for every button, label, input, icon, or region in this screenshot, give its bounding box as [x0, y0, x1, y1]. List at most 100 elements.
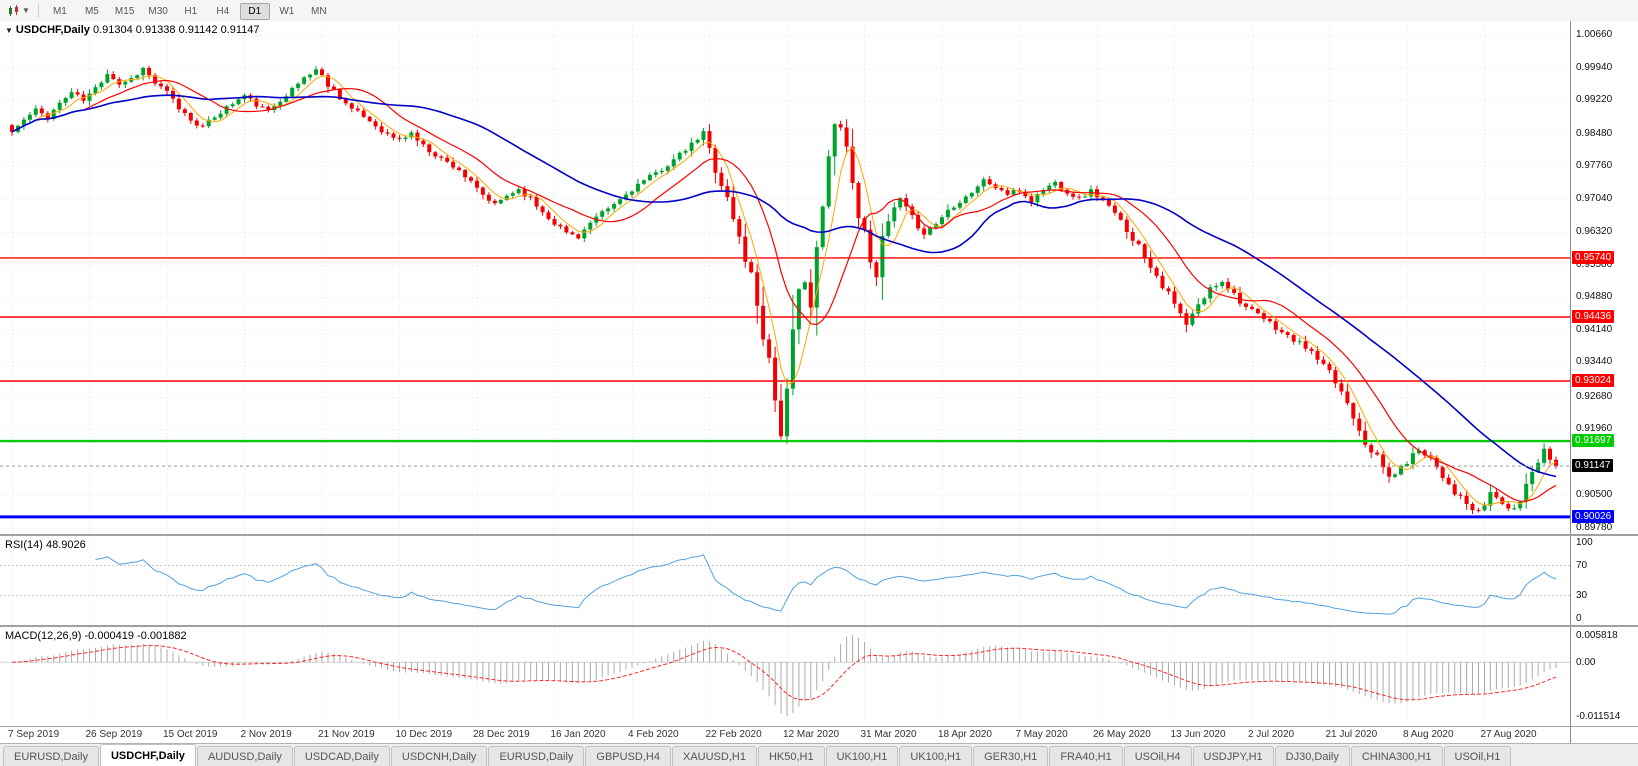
- price-axis-label: 0.97040: [1576, 193, 1613, 205]
- price-axis-label: 0.93440: [1576, 356, 1613, 368]
- date-axis-label: 4 Feb 2020: [627, 729, 679, 740]
- macd-title: MACD(12,26,9) -0.000419 -0.001882: [5, 630, 187, 642]
- chart-tab-fra40-h1[interactable]: FRA40,H1: [1049, 746, 1123, 766]
- chart-tab-xauusd-h1[interactable]: XAUUSD,H1: [671, 746, 757, 766]
- dropdown-caret-icon: ▼: [22, 6, 30, 15]
- price-axis-label: 0.98480: [1576, 127, 1613, 139]
- macd-axis[interactable]: 0.005818 0.00 -0.011514: [1570, 627, 1638, 726]
- price-level-badge: 0.94436: [1572, 310, 1615, 324]
- macd-panel[interactable]: MACD(12,26,9) -0.000419 -0.001882: [0, 627, 1570, 726]
- date-axis-label: 21 Jul 2020: [1325, 729, 1378, 740]
- timeframe-button-w1[interactable]: W1: [279, 6, 295, 17]
- date-axis-label: 10 Dec 2019: [395, 729, 453, 740]
- chart-tab-eurusd-daily[interactable]: EURUSD,Daily: [3, 746, 99, 766]
- chart-tab-audusd-daily[interactable]: AUDUSD,Daily: [196, 746, 293, 766]
- timeframe-button-mn[interactable]: MN: [311, 6, 327, 17]
- date-axis-label: 15 Oct 2019: [162, 729, 218, 740]
- price-axis-label: 0.96320: [1576, 225, 1613, 237]
- price-axis-label: 0.99220: [1576, 94, 1613, 106]
- date-axis-label: 27 Aug 2020: [1480, 729, 1537, 740]
- date-axis-label: 26 Sep 2019: [85, 729, 143, 740]
- date-axis-label: 2 Jul 2020: [1247, 729, 1295, 740]
- date-axis-label: 8 Aug 2020: [1402, 729, 1454, 740]
- macd-axis-label: 0.00: [1576, 657, 1596, 669]
- chart-tab-usoil-h4[interactable]: USOil,H4: [1123, 746, 1192, 766]
- price-level-badge: 0.93024: [1572, 374, 1615, 387]
- rsi-axis[interactable]: 100 70 30 0: [1570, 536, 1638, 625]
- price-axis-label: 1.00660: [1576, 29, 1613, 40]
- timeframe-button-h1[interactable]: H1: [184, 6, 198, 17]
- chart-tab-eurusd-daily[interactable]: EURUSD,Daily: [488, 746, 585, 766]
- chart-tab-usdcad-daily[interactable]: USDCAD,Daily: [293, 746, 390, 766]
- timeframe-button-d1[interactable]: D1: [239, 3, 270, 20]
- rsi-panel[interactable]: RSI(14) 48.9026: [0, 536, 1570, 625]
- rsi-axis-label: 30: [1576, 590, 1588, 602]
- price-level-badge: 0.91697: [1572, 434, 1615, 448]
- chart-tab-usoil-h1[interactable]: USOil,H1: [1443, 746, 1512, 766]
- price-chart-canvas[interactable]: [0, 21, 1570, 534]
- date-axis-label: 18 Apr 2020: [937, 729, 992, 740]
- chart-tab-ger30-h1[interactable]: GER30,H1: [973, 746, 1049, 766]
- panel-separator[interactable]: [0, 625, 1638, 627]
- price-level-badge: 0.95740: [1572, 250, 1615, 264]
- rsi-axis-label: 0: [1576, 613, 1582, 624]
- chart-tab-gbpusd-h4[interactable]: GBPUSD,H4: [585, 746, 671, 766]
- chart-tab-dj30-daily[interactable]: DJ30,Daily: [1274, 746, 1350, 766]
- timeframe-toolbar: ▼ M1 M5 M15 M30 H1 H4 D1 W1 MN: [0, 0, 1638, 22]
- rsi-title: RSI(14) 48.9026: [5, 539, 86, 551]
- date-axis-label: 7 May 2020: [1015, 729, 1068, 740]
- price-axis-label: 0.97760: [1576, 160, 1613, 172]
- price-chart-panel[interactable]: ▼ USDCHF,Daily 0.91304 0.91338 0.91142 0.…: [0, 21, 1570, 534]
- price-axis-label: 0.94880: [1576, 290, 1613, 302]
- rsi-axis-label: 100: [1576, 537, 1593, 548]
- price-axis-label: 0.91960: [1576, 423, 1613, 435]
- rsi-axis-label: 70: [1576, 559, 1588, 571]
- date-axis-label: 22 Feb 2020: [705, 729, 762, 740]
- chart-tab-usdcnh-daily[interactable]: USDCNH,Daily: [390, 746, 488, 766]
- chart-tab-usdchf-daily[interactable]: USDCHF,Daily: [99, 744, 196, 766]
- chart-tab-uk100-h1[interactable]: UK100,H1: [899, 746, 973, 766]
- price-axis-label: 0.90500: [1576, 489, 1613, 501]
- candlestick-chart-icon: [9, 4, 18, 16]
- macd-label: MACD(12,26,9): [5, 630, 82, 642]
- symbol-collapse-icon[interactable]: ▼: [5, 26, 13, 35]
- ohlc-values: 0.91304 0.91338 0.91142 0.91147: [92, 24, 260, 36]
- date-axis-label: 16 Jan 2020: [550, 729, 606, 740]
- timeframe-button-m1[interactable]: M1: [52, 6, 67, 17]
- macd-axis-label: 0.005818: [1576, 630, 1618, 641]
- chart-title: ▼ USDCHF,Daily 0.91304 0.91338 0.91142 0.…: [5, 24, 260, 36]
- price-axis-label: 0.92680: [1576, 390, 1613, 402]
- date-axis[interactable]: 7 Sep 2019 26 Sep 2019 15 Oct 2019 2 Nov 20…: [0, 727, 1571, 743]
- rsi-value: 48.9026: [45, 539, 86, 551]
- price-axis-label: 0.94140: [1576, 324, 1613, 336]
- toolbar-separator: [37, 3, 39, 18]
- rsi-canvas[interactable]: [0, 536, 1570, 625]
- macd-values: -0.000419 -0.001882: [84, 630, 187, 642]
- date-axis-label: 13 Jun 2020: [1170, 729, 1226, 740]
- date-axis-label: 21 Nov 2019: [317, 729, 375, 740]
- date-axis-label: 7 Sep 2019: [8, 729, 60, 740]
- panel-separator: [0, 726, 1638, 727]
- timeframe-button-m5[interactable]: M5: [84, 6, 99, 17]
- timeframe-button-h4[interactable]: H4: [216, 6, 230, 17]
- macd-canvas[interactable]: [0, 627, 1570, 726]
- price-axis-label: 0.95580: [1576, 259, 1613, 271]
- date-axis-label: 2 Nov 2019: [240, 729, 292, 740]
- price-axis-label: 0.89780: [1576, 522, 1613, 533]
- chart-tab-hk50-h1[interactable]: HK50,H1: [757, 746, 825, 766]
- current-price-badge: 0.91147: [1572, 459, 1614, 473]
- timeframe-button-m30[interactable]: M30: [148, 6, 168, 17]
- timeframe-button-m15[interactable]: M15: [114, 6, 135, 17]
- panel-separator[interactable]: [0, 534, 1638, 536]
- rsi-label: RSI(14): [5, 539, 43, 551]
- price-level-badge: 0.90026: [1572, 509, 1615, 523]
- price-axis-label: 0.99940: [1576, 61, 1613, 73]
- chart-tab-uk100-h1[interactable]: UK100,H1: [825, 746, 899, 766]
- chart-type-dropdown[interactable]: ▼: [4, 4, 33, 18]
- chart-tab-china300-h1[interactable]: CHINA300,H1: [1350, 746, 1443, 766]
- price-axis[interactable]: 1.00660 0.99940 0.99220 0.98480 0.97760 0.970…: [1570, 21, 1638, 534]
- timeframe-buttons: M1 M5 M15 M30 H1 H4 D1 W1 MN: [44, 1, 335, 20]
- chart-tab-usdjpy-h1[interactable]: USDJPY,H1: [1192, 746, 1274, 766]
- symbol-name: USDCHF,Daily: [15, 24, 90, 36]
- date-axis-label: 12 Mar 2020: [782, 729, 840, 740]
